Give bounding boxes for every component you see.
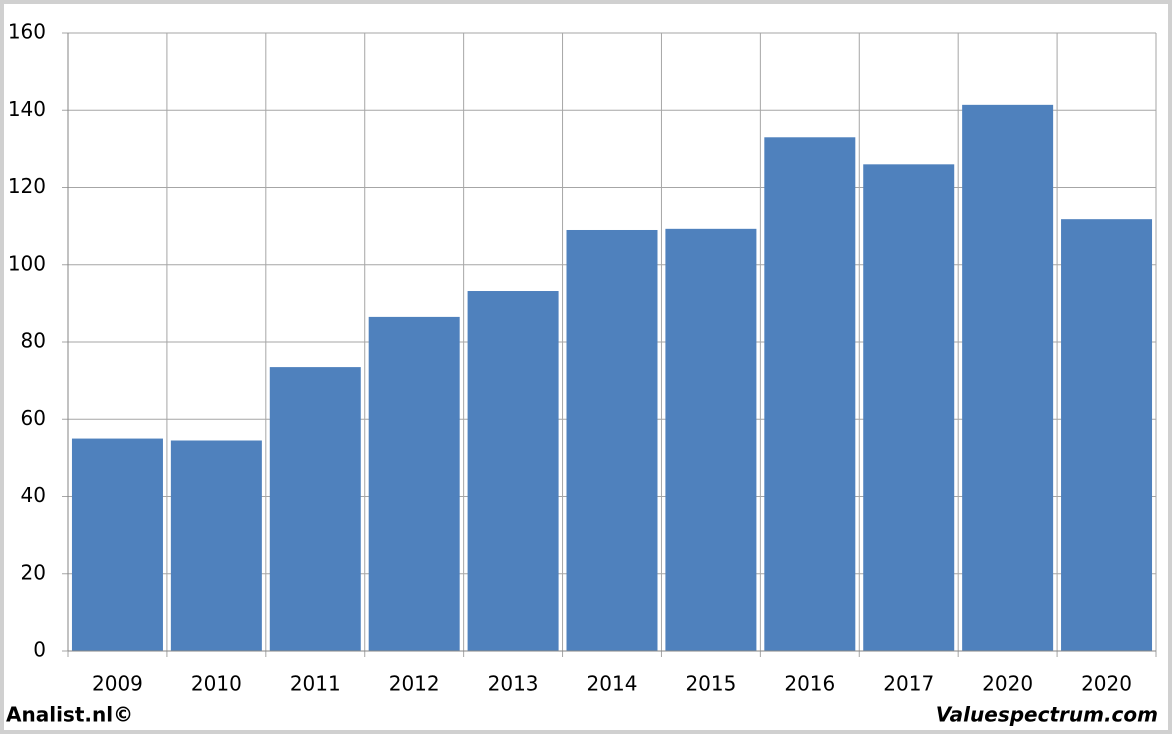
- bar: [665, 228, 757, 652]
- bar: [170, 440, 262, 651]
- bar: [863, 164, 955, 651]
- x-tick-label: 2020: [982, 672, 1033, 696]
- footer-left: Analist.nl©: [6, 703, 133, 727]
- x-tick-label: 2017: [883, 672, 934, 696]
- x-tick-label: 2014: [587, 672, 638, 696]
- bar: [269, 367, 361, 651]
- y-tick-label: 80: [21, 329, 46, 353]
- x-tick-label: 2012: [389, 672, 440, 696]
- x-tick-label: 2009: [92, 672, 143, 696]
- bar: [71, 438, 163, 651]
- x-tick-label: 2015: [685, 672, 736, 696]
- y-tick-label: 100: [8, 251, 46, 275]
- y-tick-label: 40: [21, 483, 46, 507]
- bar: [1061, 219, 1153, 652]
- bar: [368, 316, 460, 651]
- footer-right: Valuespectrum.com: [936, 703, 1158, 727]
- bar: [467, 291, 559, 651]
- y-tick-label: 140: [8, 97, 46, 121]
- y-tick-label: 120: [8, 174, 46, 198]
- bar: [764, 137, 856, 652]
- x-tick-label: 2016: [784, 672, 835, 696]
- y-tick-label: 60: [21, 406, 46, 430]
- y-tick-label: 0: [33, 638, 46, 662]
- x-tick-label: 2020: [1081, 672, 1132, 696]
- x-tick-label: 2013: [488, 672, 539, 696]
- y-tick-label: 160: [8, 20, 46, 44]
- y-tick-label: 20: [21, 560, 46, 584]
- bar: [962, 104, 1054, 651]
- bar: [566, 229, 658, 652]
- x-tick-label: 2010: [191, 672, 242, 696]
- x-tick-label: 2011: [290, 672, 341, 696]
